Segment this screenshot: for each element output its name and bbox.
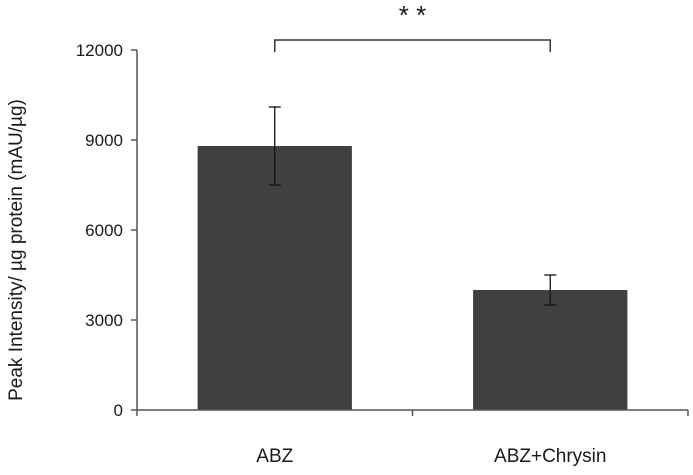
y-tick-label: 3000: [85, 311, 123, 330]
x-tick-labels: ABZ ABZ+Chrysin: [256, 446, 606, 467]
y-tick-label: 0: [114, 401, 123, 420]
y-ticks: 0 3000 6000 9000 12000: [76, 41, 689, 420]
x-tick-label: ABZ+Chrysin: [494, 446, 606, 467]
significance-bracket-line: [274, 39, 551, 52]
bar-1: [197, 146, 352, 410]
error-bars-layer: [268, 106, 557, 306]
x-tick-label: ABZ: [256, 446, 293, 467]
y-tick-label: 9000: [85, 131, 123, 150]
bar-2: [473, 290, 628, 410]
significance-label: * *: [399, 0, 426, 30]
y-tick-label: 6000: [85, 221, 123, 240]
bars-layer: [197, 146, 628, 410]
y-tick-label: 12000: [76, 41, 123, 60]
y-axis-label: Peak Intensity/ µg protein (mAU/µg): [6, 99, 27, 401]
significance-bracket: * *: [274, 0, 551, 52]
